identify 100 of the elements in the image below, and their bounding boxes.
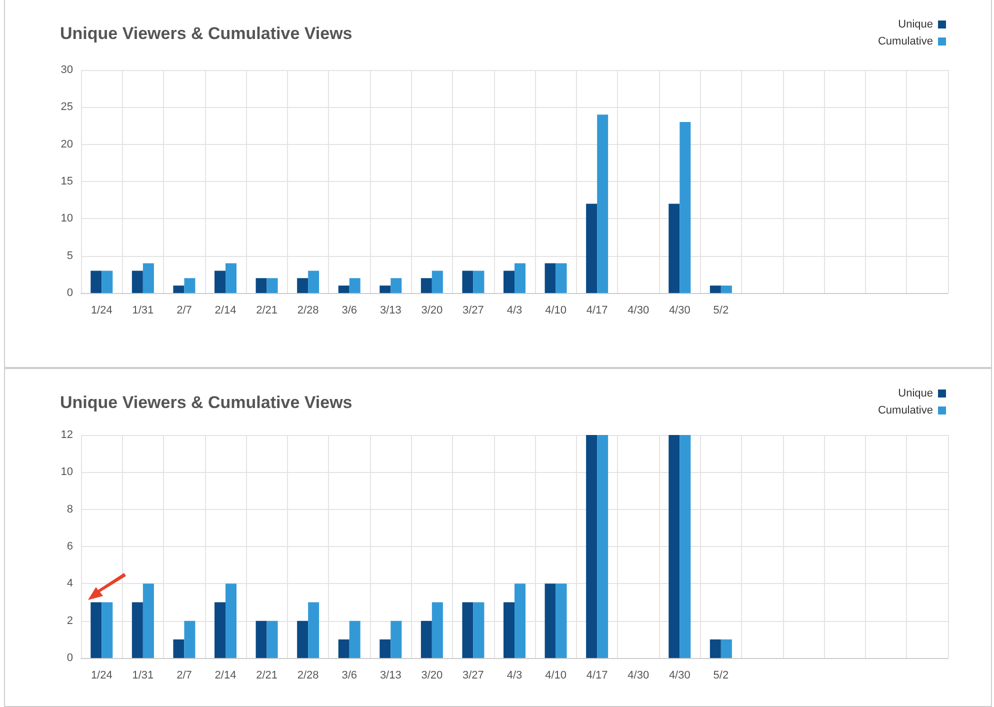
bar	[390, 278, 402, 293]
bar	[297, 620, 308, 658]
y-tick-label: 8	[66, 503, 73, 516]
x-tick-label: 3/20	[421, 304, 443, 316]
bar	[380, 639, 391, 658]
y-tick-label: 15	[60, 176, 73, 188]
bar	[173, 286, 184, 293]
bar	[380, 286, 391, 293]
bar	[349, 278, 360, 293]
bar	[586, 204, 598, 293]
x-tick-label: 4/3	[506, 304, 522, 316]
bar	[256, 278, 267, 293]
bar	[308, 602, 320, 658]
x-tick-label: 2/14	[214, 304, 236, 316]
bar	[132, 270, 143, 293]
bar	[173, 639, 184, 658]
x-tick-label: 4/30	[628, 670, 650, 682]
bar	[597, 114, 608, 293]
x-tick-label: 2/21	[256, 304, 278, 316]
bar	[544, 263, 556, 293]
legend-label: Cumulative	[878, 36, 933, 48]
bar	[90, 602, 102, 658]
bar	[586, 435, 598, 658]
bar	[390, 620, 402, 658]
legend-label: Unique	[898, 388, 933, 400]
bar	[597, 435, 608, 658]
x-tick-label: 4/17	[586, 670, 608, 682]
bar	[349, 620, 360, 658]
y-tick-label: 10	[60, 212, 73, 225]
bar	[556, 263, 567, 293]
bar	[668, 204, 680, 293]
bar	[142, 263, 154, 293]
y-tick-label: 0	[66, 287, 73, 299]
bar	[214, 270, 226, 293]
y-tick-label: 0	[66, 652, 73, 664]
x-tick-label: 5/2	[713, 670, 729, 682]
x-tick-label: 4/30	[628, 304, 650, 316]
bar	[102, 270, 113, 293]
bar	[184, 278, 196, 293]
x-tick-label: 4/10	[545, 304, 566, 316]
x-tick-label: 5/2	[713, 304, 729, 316]
bar	[462, 270, 474, 293]
bar	[256, 620, 267, 658]
y-tick-label: 30	[60, 64, 73, 76]
x-tick-label: 4/3	[506, 670, 522, 682]
bar	[720, 639, 732, 658]
bar	[680, 122, 691, 293]
chart-title: Unique Viewers & Cumulative Views	[60, 24, 352, 43]
bar	[226, 584, 236, 658]
x-tick-label: 4/30	[668, 304, 690, 316]
bar	[90, 270, 102, 293]
bar	[556, 584, 567, 658]
bar	[338, 286, 350, 293]
x-tick-label: 3/20	[421, 670, 443, 682]
x-tick-label: 1/31	[132, 670, 154, 682]
x-tick-label: 3/13	[380, 304, 402, 316]
y-tick-label: 20	[60, 138, 73, 150]
bar	[680, 435, 691, 658]
bar	[266, 620, 278, 658]
bar	[514, 584, 526, 658]
bar	[668, 435, 680, 658]
bar	[420, 278, 432, 293]
x-tick-label: 1/31	[132, 304, 154, 316]
bar	[432, 602, 443, 658]
x-tick-label: 3/6	[342, 670, 358, 682]
y-tick-label: 10	[60, 466, 73, 478]
x-tick-label: 2/21	[256, 670, 278, 682]
bar	[504, 602, 514, 658]
x-tick-label: 2/7	[176, 304, 192, 316]
bar	[297, 278, 308, 293]
bar	[720, 286, 732, 293]
x-tick-label: 3/6	[342, 304, 358, 316]
y-tick-label: 12	[60, 429, 73, 441]
x-tick-label: 3/27	[462, 670, 484, 682]
bar	[266, 278, 278, 293]
bar	[710, 639, 721, 658]
y-tick-label: 25	[60, 101, 73, 114]
x-tick-label: 2/28	[297, 304, 319, 316]
bar	[184, 620, 196, 658]
x-tick-label: 1/24	[90, 304, 112, 316]
legend-label: Unique	[898, 18, 933, 30]
bar	[132, 602, 143, 658]
bar	[473, 602, 484, 658]
bar	[462, 602, 474, 658]
bar	[102, 602, 113, 658]
bar	[420, 620, 432, 658]
x-tick-label: 2/14	[214, 670, 236, 682]
bar	[473, 270, 484, 293]
y-tick-label: 2	[66, 614, 73, 627]
bar	[226, 263, 236, 293]
bar	[214, 602, 226, 658]
x-tick-label: 4/30	[668, 670, 690, 682]
x-tick-label: 2/7	[176, 670, 192, 682]
bar	[308, 270, 320, 293]
bar	[514, 263, 526, 293]
bar	[432, 270, 443, 293]
x-tick-label: 1/24	[90, 670, 112, 682]
bar	[710, 286, 721, 293]
y-tick-label: 5	[66, 250, 73, 262]
chart-title: Unique Viewers & Cumulative Views	[60, 393, 352, 412]
